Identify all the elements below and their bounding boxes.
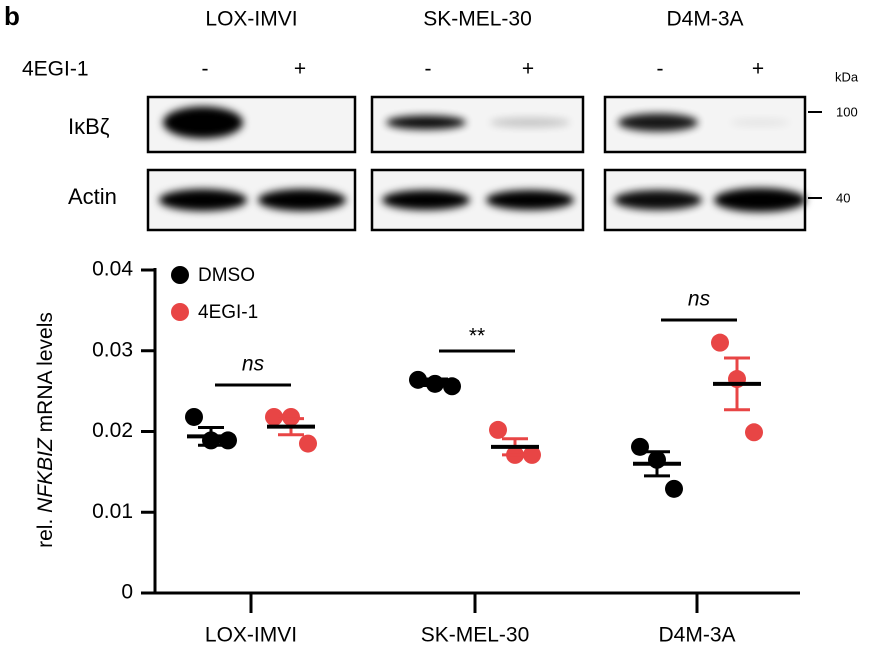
y-tick-label: 0.02 xyxy=(92,419,133,442)
blot-band xyxy=(386,115,466,130)
significance-label: ns xyxy=(688,288,711,311)
condition-label: + xyxy=(752,58,764,81)
marker-label: 40 xyxy=(836,190,850,205)
blot-band xyxy=(614,190,702,210)
data-point xyxy=(523,445,541,464)
blot-panel xyxy=(603,168,807,232)
treatment-label: 4EGI-1 xyxy=(22,58,89,81)
x-tick-label: D4M-3A xyxy=(658,624,735,645)
blot-panel xyxy=(370,95,585,154)
data-point xyxy=(745,423,763,442)
cell-line-label: SK-MEL-30 xyxy=(423,8,532,31)
y-tick-label: 0.04 xyxy=(92,258,133,281)
x-tick-label: SK-MEL-30 xyxy=(421,624,530,645)
significance-label: ** xyxy=(469,325,485,348)
data-point xyxy=(299,434,317,453)
blot-band xyxy=(618,113,698,132)
data-point xyxy=(265,407,283,426)
legend-label: DMSO xyxy=(198,265,255,286)
significance-label: ns xyxy=(242,353,265,376)
blot-band xyxy=(159,189,247,211)
data-point xyxy=(711,333,729,352)
y-axis-title: rel. NFKBIZ mRNA levels xyxy=(34,312,57,548)
condition-label: - xyxy=(657,58,664,81)
blot-band xyxy=(486,190,574,210)
data-point xyxy=(185,407,203,426)
unit-label: kDa xyxy=(835,69,859,84)
condition-label: + xyxy=(294,58,306,81)
y-tick-label: 0 xyxy=(121,581,133,604)
y-tick-label: 0.03 xyxy=(92,338,133,361)
data-point xyxy=(489,420,507,439)
panel-label: b xyxy=(4,1,20,31)
blot-panel xyxy=(146,168,357,232)
marker-label: 100 xyxy=(836,104,858,119)
blot-band xyxy=(490,117,570,128)
blot-band xyxy=(714,188,806,212)
legend-marker xyxy=(171,303,189,321)
blot-row-label: IκBζ xyxy=(68,114,110,139)
condition-label: + xyxy=(522,58,534,81)
blot-band xyxy=(730,118,790,127)
data-point xyxy=(282,407,300,426)
blot-panel xyxy=(370,168,585,232)
cell-line-label: LOX-IMVI xyxy=(205,8,297,31)
blot-panel xyxy=(603,95,807,154)
data-point xyxy=(665,479,683,498)
legend-marker xyxy=(171,266,189,284)
blot-band xyxy=(258,189,346,211)
y-tick-label: 0.01 xyxy=(92,500,133,523)
cell-line-label: D4M-3A xyxy=(666,8,743,31)
condition-label: - xyxy=(202,58,209,81)
blot-band xyxy=(163,106,243,139)
blot-band xyxy=(382,190,470,210)
blot-row-label: Actin xyxy=(68,184,117,209)
legend-label: 4EGI-1 xyxy=(198,302,258,323)
y-axis-title-text: rel. NFKBIZ mRNA levels xyxy=(34,312,57,548)
blot-panel xyxy=(146,95,357,154)
condition-label: - xyxy=(425,58,432,81)
x-tick-label: LOX-IMVI xyxy=(205,624,297,645)
